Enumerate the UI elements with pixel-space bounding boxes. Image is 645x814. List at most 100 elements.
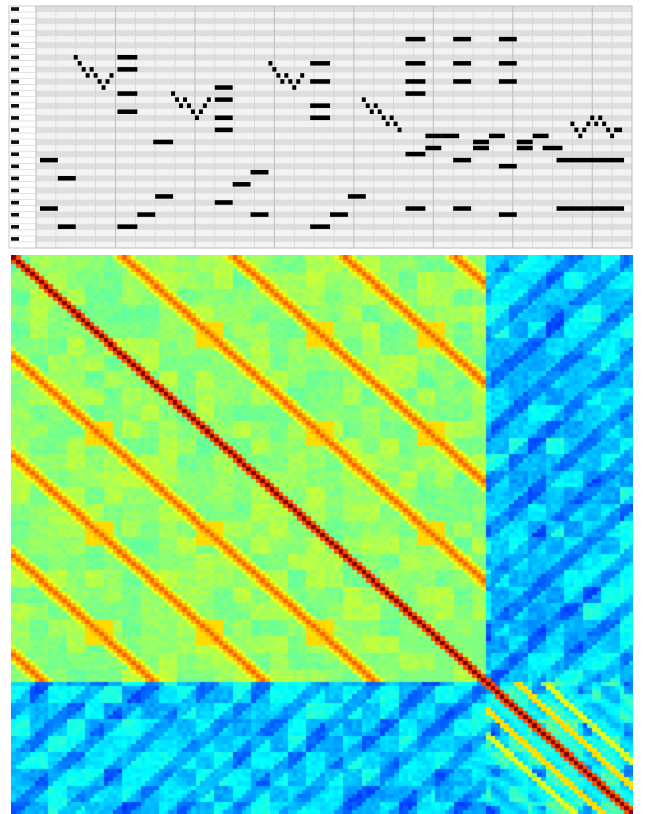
note xyxy=(250,169,269,175)
note xyxy=(488,133,505,139)
note xyxy=(97,79,102,84)
note xyxy=(280,79,285,84)
note xyxy=(57,176,76,181)
note xyxy=(453,206,472,211)
note xyxy=(296,79,301,84)
note xyxy=(578,133,583,139)
note xyxy=(373,103,378,108)
note xyxy=(214,115,233,121)
note xyxy=(250,212,269,217)
note xyxy=(453,36,472,42)
note xyxy=(198,109,203,114)
note xyxy=(194,115,199,121)
note xyxy=(292,85,297,90)
note xyxy=(473,145,489,151)
note xyxy=(453,79,472,84)
note xyxy=(93,73,98,78)
note xyxy=(190,109,195,114)
note xyxy=(310,61,331,66)
note xyxy=(179,103,184,108)
plot-frame xyxy=(35,5,633,249)
note xyxy=(385,121,390,127)
note xyxy=(425,145,442,151)
note xyxy=(117,55,138,60)
note xyxy=(202,103,207,108)
keyboard-black-key xyxy=(11,188,19,193)
keyboard-black-key xyxy=(11,116,19,120)
keyboard-black-key xyxy=(11,31,19,36)
note xyxy=(117,224,138,229)
note xyxy=(582,127,587,133)
note xyxy=(206,97,211,102)
note xyxy=(153,139,174,145)
note xyxy=(284,73,289,78)
note xyxy=(155,194,174,199)
keyboard-black-key xyxy=(11,237,19,241)
note xyxy=(214,200,233,205)
note xyxy=(300,73,305,78)
note xyxy=(405,91,426,96)
note xyxy=(542,145,563,151)
keyboard-black-key xyxy=(11,43,19,48)
note xyxy=(602,121,607,127)
note xyxy=(614,127,619,133)
note xyxy=(498,163,517,169)
note xyxy=(39,157,58,163)
note xyxy=(310,115,331,121)
note xyxy=(232,182,251,187)
note xyxy=(498,36,517,42)
self-similarity-heatmap xyxy=(11,255,633,814)
note xyxy=(618,127,623,133)
note xyxy=(590,115,595,121)
note xyxy=(214,85,233,90)
note xyxy=(532,133,549,139)
note xyxy=(473,139,489,145)
note xyxy=(586,121,591,127)
note xyxy=(453,157,472,163)
note xyxy=(109,73,114,78)
note xyxy=(81,67,86,72)
note xyxy=(77,61,82,66)
note xyxy=(574,127,579,133)
note xyxy=(347,194,366,199)
note xyxy=(310,103,331,108)
note xyxy=(377,109,382,114)
note xyxy=(556,206,625,211)
note xyxy=(594,121,599,127)
note xyxy=(117,67,138,72)
note xyxy=(73,55,78,60)
note xyxy=(405,151,426,157)
note xyxy=(57,224,76,229)
note xyxy=(381,115,386,121)
note xyxy=(441,133,460,139)
note xyxy=(85,73,90,78)
note xyxy=(425,133,442,139)
keyboard-black-key xyxy=(11,79,19,84)
keyboard-black-key xyxy=(11,200,19,205)
note xyxy=(268,61,273,66)
keyboard-black-key xyxy=(11,164,19,169)
note xyxy=(516,139,533,145)
note xyxy=(175,97,180,102)
note xyxy=(610,133,615,139)
note xyxy=(101,85,106,90)
note xyxy=(598,115,603,121)
note xyxy=(556,157,625,163)
note xyxy=(389,115,394,121)
note xyxy=(453,61,472,66)
note xyxy=(498,212,517,217)
piano-roll-chart xyxy=(8,5,633,249)
note xyxy=(405,61,426,66)
note xyxy=(393,121,398,127)
note xyxy=(39,206,58,211)
note xyxy=(405,36,426,42)
note xyxy=(310,224,331,229)
keyboard-black-key xyxy=(11,176,19,181)
note xyxy=(288,79,293,84)
note xyxy=(405,206,426,211)
note xyxy=(361,97,366,102)
note xyxy=(117,109,138,114)
note xyxy=(606,127,611,133)
keyboard-black-key xyxy=(11,67,19,72)
note xyxy=(397,127,402,133)
